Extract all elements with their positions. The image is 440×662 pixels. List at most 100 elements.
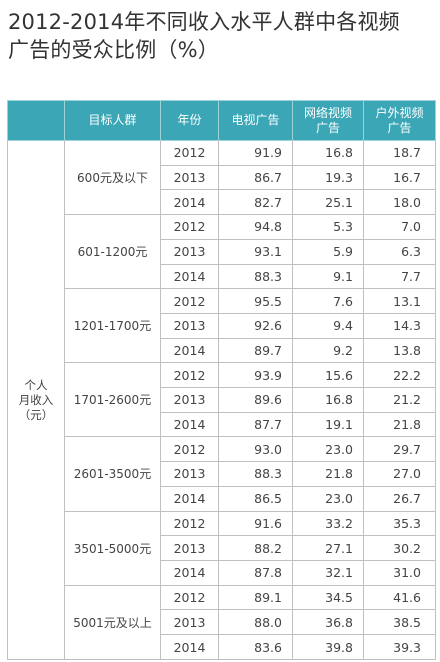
year-cell: 2014	[160, 634, 219, 660]
income-group-label: 2601-3500元	[64, 436, 161, 512]
table-row: 2014 87.7 19.1 21.8	[8, 411, 436, 438]
year-cell: 2013	[160, 312, 219, 339]
tv-ad-value: 87.8	[218, 559, 293, 586]
year-cell: 2012	[160, 362, 219, 389]
outdoor-video-ad-value: 7.0	[363, 214, 436, 240]
tv-ad-value: 89.1	[218, 584, 293, 611]
year-cell: 2013	[160, 609, 219, 636]
category-line: 月收入	[18, 392, 54, 407]
table-row: 2013 92.6 9.4 14.3	[8, 312, 436, 339]
web-video-ad-value: 19.1	[292, 411, 364, 438]
web-video-ad-value: 34.5	[292, 584, 364, 611]
table-row: 个人 月收入 （元） 600元及以下 2012 91.9 16.8 18.7	[7, 139, 436, 660]
table-row: 2601-3500元 2012 93.0 23.0 29.7	[8, 436, 436, 512]
table-row: 2014 88.3 9.1 7.7	[8, 263, 436, 290]
tv-ad-value: 95.5	[218, 288, 293, 314]
outdoor-video-ad-value: 14.3	[363, 312, 436, 339]
web-video-ad-value: 9.4	[292, 312, 364, 339]
table-row: 2013 86.7 19.3 16.7	[8, 164, 436, 191]
tv-ad-value: 93.0	[218, 436, 293, 463]
header-outdoor-video-ads-line-1: 户外视频	[375, 105, 424, 120]
web-video-ad-value: 33.2	[292, 510, 364, 537]
year-cell: 2014	[160, 263, 219, 290]
tv-ad-value: 87.7	[218, 411, 293, 438]
tv-ad-value: 89.6	[218, 387, 293, 413]
header-tv-ads: 电视广告	[218, 100, 293, 141]
web-video-ad-value: 36.8	[292, 609, 364, 636]
year-cell: 2012	[160, 436, 219, 463]
web-video-ad-value: 9.2	[292, 337, 364, 364]
income-group-label: 601-1200元	[64, 214, 161, 290]
table-row: 2013 88.3 21.8 27.0	[8, 461, 436, 487]
tv-ad-value: 93.1	[218, 238, 293, 265]
table-row: 2014 82.7 25.1 18.0	[8, 189, 436, 216]
outdoor-video-ad-value: 35.3	[363, 510, 436, 537]
tv-ad-value: 91.9	[218, 140, 293, 166]
year-cell: 2012	[160, 584, 219, 611]
web-video-ad-value: 19.3	[292, 164, 364, 191]
tv-ad-value: 82.7	[218, 189, 293, 216]
web-video-ad-value: 5.9	[292, 238, 364, 265]
table-row: 2014 89.7 9.2 13.8	[8, 337, 436, 364]
category-line: 个人	[24, 377, 48, 392]
web-video-ad-value: 16.8	[292, 140, 364, 166]
outdoor-video-ad-value: 30.2	[363, 535, 436, 561]
web-video-ad-value: 15.6	[292, 362, 364, 389]
outdoor-video-ad-value: 21.8	[363, 411, 436, 438]
outdoor-video-ad-value: 38.5	[363, 609, 436, 636]
header-web-video-ads: 网络视频 广告	[292, 100, 364, 141]
outdoor-video-ad-value: 18.7	[363, 140, 436, 166]
tv-ad-value: 88.2	[218, 535, 293, 561]
outdoor-video-ad-value: 13.8	[363, 337, 436, 364]
tv-ad-value: 86.7	[218, 164, 293, 191]
year-cell: 2012	[160, 288, 219, 314]
web-video-ad-value: 23.0	[292, 436, 364, 463]
category-cell: 个人 月收入 （元）	[7, 140, 65, 660]
table-header-row: 目标人群 年份 电视广告 网络视频 广告 户外视频 广告	[7, 100, 436, 141]
outdoor-video-ad-value: 29.7	[363, 436, 436, 463]
header-outdoor-video-ads-line-2: 广告	[387, 120, 412, 135]
year-cell: 2012	[160, 214, 219, 240]
web-video-ad-value: 39.8	[292, 634, 364, 660]
outdoor-video-ad-value: 16.7	[363, 164, 436, 191]
chart-title-line-1: 2012-2014年不同收入水平人群中各视频	[8, 10, 400, 34]
chart-title-line-2: 广告的受众比例（%）	[8, 38, 219, 62]
table-row: 1701-2600元 2012 93.9 15.6 22.2	[8, 362, 436, 438]
web-video-ad-value: 32.1	[292, 559, 364, 586]
year-cell: 2014	[160, 189, 219, 216]
tv-ad-value: 93.9	[218, 362, 293, 389]
outdoor-video-ad-value: 13.1	[363, 288, 436, 314]
web-video-ad-value: 5.3	[292, 214, 364, 240]
table-row: 601-1200元 2012 94.8 5.3 7.0	[8, 214, 436, 290]
chart-title: 2012-2014年不同收入水平人群中各视频 广告的受众比例（%）	[8, 8, 436, 64]
table-row: 2013 93.1 5.9 6.3	[8, 238, 436, 265]
tv-ad-value: 94.8	[218, 214, 293, 240]
web-video-ad-value: 25.1	[292, 189, 364, 216]
tv-ad-value: 91.6	[218, 510, 293, 537]
header-blank	[7, 100, 65, 141]
table-row: 2013 88.2 27.1 30.2	[8, 535, 436, 561]
year-cell: 2014	[160, 559, 219, 586]
income-group-label: 1701-2600元	[64, 362, 161, 438]
table-row: 2014 87.8 32.1 31.0	[8, 559, 436, 586]
table-row: 2013 89.6 16.8 21.2	[8, 387, 436, 413]
outdoor-video-ad-value: 39.3	[363, 634, 436, 660]
tv-ad-value: 92.6	[218, 312, 293, 339]
year-cell: 2013	[160, 387, 219, 413]
table-row: 5001元及以上 2012 89.1 34.5 41.6	[8, 584, 436, 661]
header-year: 年份	[160, 100, 219, 141]
year-cell: 2013	[160, 238, 219, 265]
tv-ad-value: 88.3	[218, 461, 293, 487]
year-cell: 2012	[160, 510, 219, 537]
tv-ad-value: 88.0	[218, 609, 293, 636]
header-target-group: 目标人群	[64, 100, 161, 141]
data-table: 目标人群 年份 电视广告 网络视频 广告 户外视频 广告 个人 月收入 （元） 600…	[7, 100, 436, 661]
table-row: 2014 83.6 39.8 39.3	[8, 634, 436, 660]
outdoor-video-ad-value: 21.2	[363, 387, 436, 413]
year-cell: 2013	[160, 535, 219, 561]
header-web-video-ads-line-1: 网络视频	[303, 105, 352, 120]
year-cell: 2012	[160, 140, 219, 166]
table-row: 3501-5000元 2012 91.6 33.2 35.3	[8, 510, 436, 586]
outdoor-video-ad-value: 18.0	[363, 189, 436, 216]
web-video-ad-value: 23.0	[292, 485, 364, 512]
